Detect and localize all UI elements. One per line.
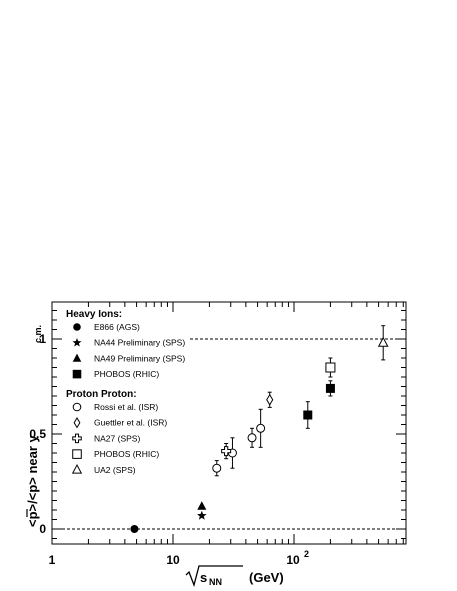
y-tick-label: 0 (39, 522, 46, 536)
filled-star-marker (197, 510, 207, 520)
x-axis-root: s (200, 570, 207, 585)
x-tick-label: 10 (286, 553, 300, 567)
legend-entry-label: NA49 Preliminary (SPS) (94, 353, 185, 363)
data-points (130, 325, 389, 533)
legend-entry-label: Guettler et al. (ISR) (94, 418, 167, 428)
y-axis-sub: c.m. (33, 325, 43, 343)
x-axis-unit: (GeV) (249, 570, 284, 585)
axis-ticks (51, 302, 406, 544)
legend-group-title: Proton Proton: (66, 389, 137, 400)
filled-circle-marker (73, 323, 81, 331)
open-circle-marker (72, 402, 82, 412)
legend-entry-label: PHOBOS (RHIC) (94, 449, 159, 459)
open-square-marker (325, 362, 336, 373)
y-axis-title: <p>/<p> near y c.m. (25, 325, 43, 527)
filled-square-marker (303, 410, 313, 420)
sqrt-sign-icon (185, 565, 243, 588)
open-triangle-marker (377, 336, 389, 347)
x-axis-title: s NN (GeV) (185, 565, 284, 588)
reference-lines (52, 338, 406, 530)
x-tick-label: 10 (166, 553, 180, 567)
legend-entry-label: E866 (AGS) (94, 322, 140, 332)
open-circle-marker (212, 463, 222, 473)
open-square-marker (72, 449, 82, 459)
legend-entry-label: UA2 (SPS) (94, 465, 136, 475)
legend-entry-label: PHOBOS (RHIC) (94, 369, 159, 379)
open-diamond-marker (266, 393, 274, 406)
filled-circle-marker (130, 525, 139, 533)
open-triangle-marker (71, 463, 83, 474)
y-tick-label: 0.5 (29, 427, 46, 441)
legend: Heavy Ions: E866 (AGS) NA44 Preliminary (S… (66, 309, 185, 475)
legend-group-title: Heavy Ions: (66, 309, 122, 320)
x-tick-label-exponent: 2 (304, 549, 309, 559)
open-cross-marker (221, 446, 232, 457)
tick-labels: 1 10 10 2 0 0.5 1 (29, 332, 309, 567)
y-axis-main: <p>/<p> near y (25, 434, 40, 527)
filled-triangle-marker (197, 501, 207, 510)
open-diamond-marker (73, 416, 81, 429)
filled-star-marker (72, 337, 82, 347)
open-circle-marker (247, 433, 257, 443)
x-axis-sub: NN (209, 577, 222, 587)
plot-frame (51, 301, 407, 545)
x-tick-label: 1 (49, 553, 56, 567)
open-circle-marker (256, 423, 266, 433)
legend-entry-label: NA27 (SPS) (94, 433, 140, 443)
legend-entry-label: NA44 Preliminary (SPS) (94, 338, 185, 348)
filled-triangle-marker (72, 353, 82, 362)
y-tick-label: 1 (39, 332, 46, 346)
legend-entry-label: Rossi et al. (ISR) (94, 402, 158, 412)
open-cross-marker (72, 433, 82, 444)
filled-square-marker (72, 369, 82, 379)
filled-square-marker (325, 383, 335, 393)
